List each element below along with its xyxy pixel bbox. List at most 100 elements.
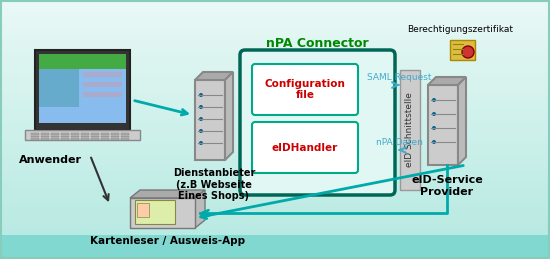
Circle shape: [432, 112, 436, 116]
Bar: [0, 207, 550, 212]
Bar: [0, 31, 550, 36]
Bar: [0, 26, 550, 31]
Bar: [81, 133, 89, 134]
FancyBboxPatch shape: [252, 122, 358, 173]
Text: nPA Connector: nPA Connector: [266, 37, 369, 50]
Bar: [0, 150, 550, 155]
Text: Berechtigungszertifikat: Berechtigungszertifikat: [407, 25, 513, 34]
Bar: [0, 197, 550, 202]
Bar: [0, 57, 550, 62]
Bar: [121, 135, 129, 137]
Bar: [0, 83, 550, 88]
Text: Anwender: Anwender: [19, 155, 81, 165]
Bar: [101, 138, 109, 140]
Polygon shape: [195, 72, 233, 80]
Bar: [71, 138, 79, 140]
Bar: [0, 47, 550, 52]
Bar: [0, 254, 550, 259]
Bar: [83, 72, 122, 77]
Bar: [0, 218, 550, 223]
Text: eID Schnittstelle: eID Schnittstelle: [405, 92, 415, 167]
Text: nPA Daten: nPA Daten: [376, 138, 422, 147]
Bar: [83, 82, 122, 87]
Bar: [0, 186, 550, 192]
Bar: [137, 203, 149, 217]
Bar: [428, 85, 458, 165]
Bar: [41, 138, 49, 140]
Bar: [0, 36, 550, 41]
Bar: [0, 238, 550, 243]
Bar: [0, 192, 550, 197]
FancyBboxPatch shape: [240, 50, 395, 195]
Circle shape: [432, 140, 436, 144]
Bar: [81, 138, 89, 140]
Polygon shape: [458, 77, 466, 165]
Bar: [61, 135, 69, 137]
Text: eID-Service
Provider: eID-Service Provider: [411, 175, 483, 197]
Bar: [0, 145, 550, 150]
Bar: [0, 0, 550, 5]
Polygon shape: [195, 190, 205, 228]
Bar: [450, 40, 475, 60]
Text: Dienstanbieter
(z.B Webseite
Eines Shops): Dienstanbieter (z.B Webseite Eines Shops…: [173, 168, 255, 201]
Bar: [0, 124, 550, 130]
Bar: [101, 133, 109, 134]
Text: Kartenleser / Ausweis-App: Kartenleser / Ausweis-App: [90, 236, 245, 246]
Bar: [81, 135, 89, 137]
Bar: [0, 78, 550, 83]
Circle shape: [199, 117, 203, 121]
Bar: [51, 133, 59, 134]
Bar: [0, 161, 550, 166]
Bar: [0, 104, 550, 109]
Bar: [0, 140, 550, 145]
Bar: [0, 243, 550, 249]
Bar: [0, 135, 550, 140]
Bar: [0, 98, 550, 104]
Bar: [0, 228, 550, 233]
Text: Configuration
file: Configuration file: [265, 79, 345, 100]
Polygon shape: [25, 130, 140, 140]
Bar: [0, 233, 550, 238]
Bar: [31, 133, 39, 134]
Bar: [31, 135, 39, 137]
Polygon shape: [39, 54, 126, 123]
Bar: [39, 69, 79, 107]
Bar: [0, 130, 550, 135]
Bar: [0, 52, 550, 57]
Polygon shape: [130, 190, 205, 198]
Bar: [0, 41, 550, 47]
Bar: [0, 109, 550, 114]
Text: eIDHandler: eIDHandler: [272, 142, 338, 153]
Circle shape: [199, 105, 203, 109]
Bar: [130, 198, 195, 228]
Bar: [0, 16, 550, 21]
Bar: [61, 133, 69, 134]
Bar: [195, 80, 225, 160]
Circle shape: [199, 129, 203, 133]
Bar: [71, 135, 79, 137]
Bar: [0, 88, 550, 93]
Bar: [0, 202, 550, 207]
Circle shape: [432, 126, 436, 130]
Bar: [83, 92, 122, 97]
Text: SAML Request: SAML Request: [367, 73, 431, 82]
Circle shape: [462, 46, 474, 58]
Bar: [0, 155, 550, 161]
Bar: [135, 200, 175, 224]
Circle shape: [199, 93, 203, 97]
Bar: [121, 138, 129, 140]
Bar: [111, 138, 119, 140]
Bar: [0, 62, 550, 67]
Polygon shape: [428, 77, 466, 85]
FancyBboxPatch shape: [252, 64, 358, 115]
Bar: [0, 235, 550, 259]
Bar: [0, 171, 550, 176]
Bar: [400, 70, 420, 190]
Polygon shape: [225, 72, 233, 160]
Bar: [0, 223, 550, 228]
Bar: [0, 73, 550, 78]
Bar: [0, 119, 550, 124]
Bar: [91, 138, 99, 140]
Polygon shape: [35, 50, 130, 130]
Bar: [0, 67, 550, 73]
